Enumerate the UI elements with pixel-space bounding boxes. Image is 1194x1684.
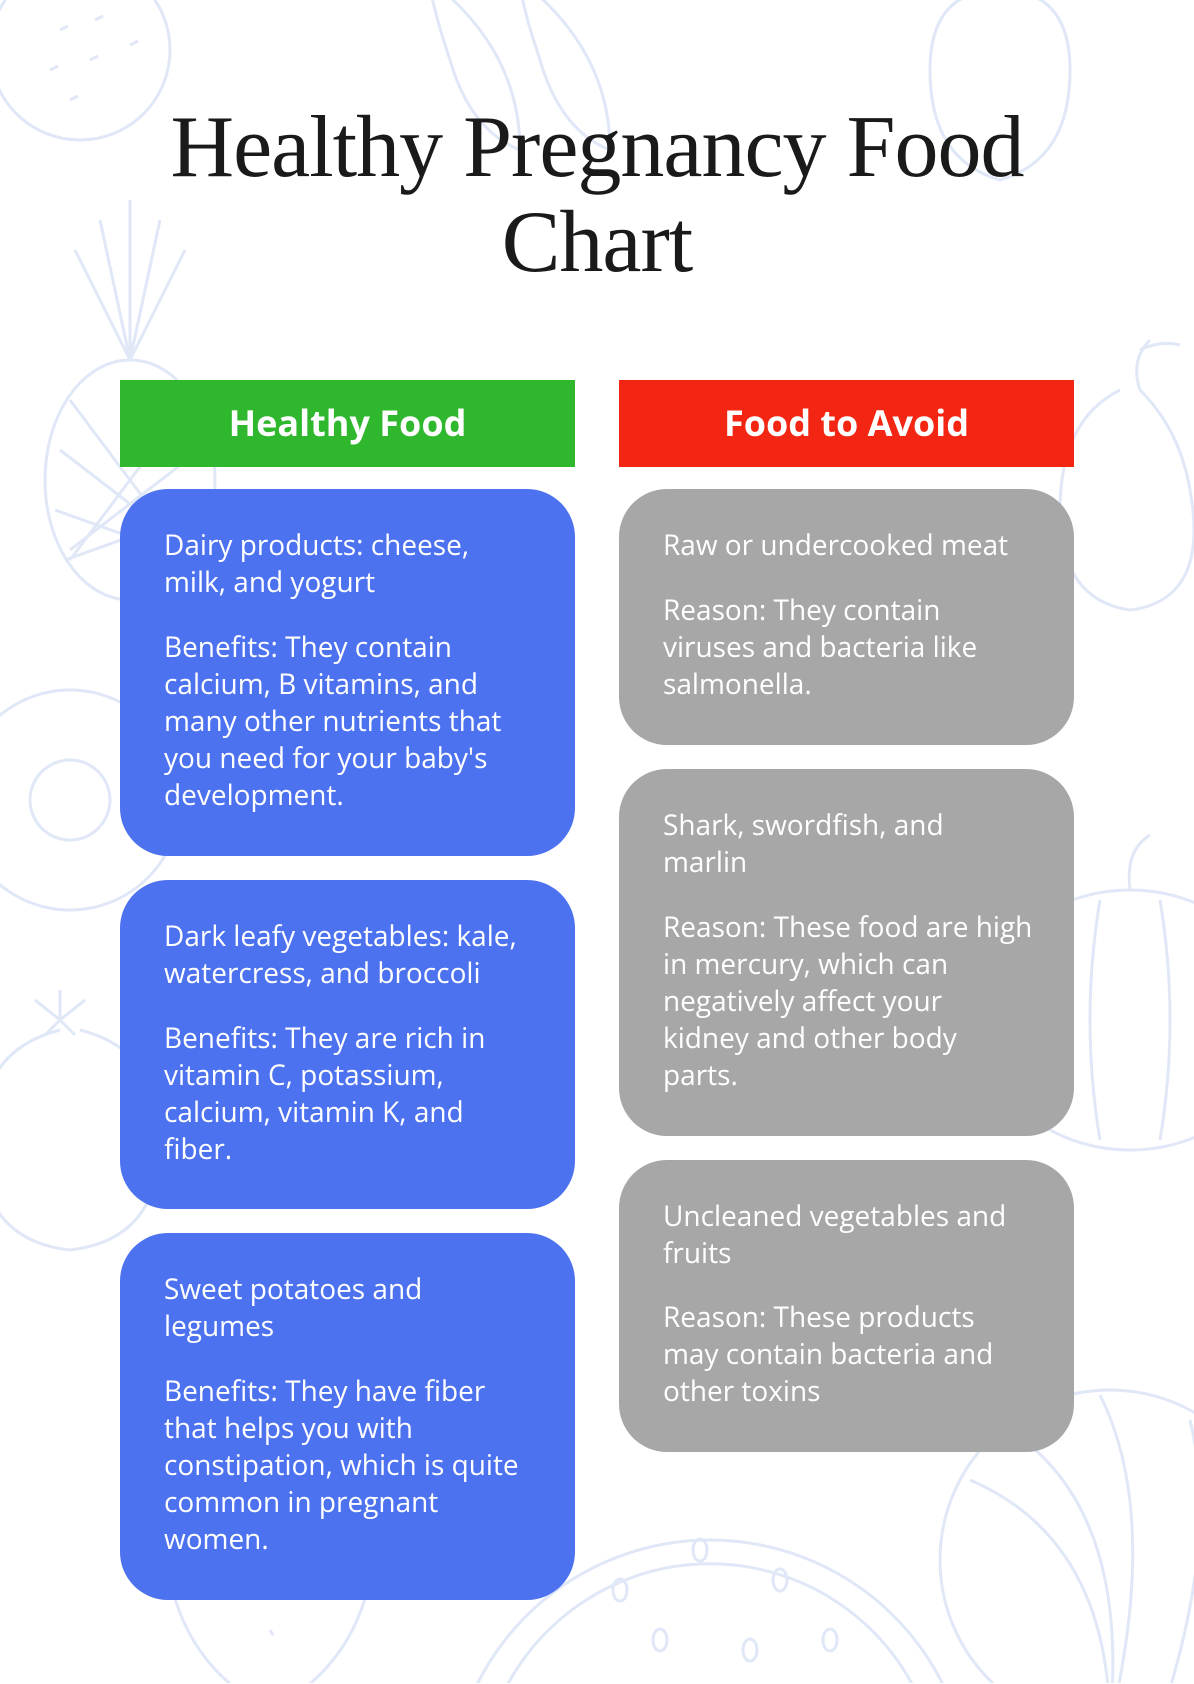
avoid-card: Raw or undercooked meat Reason: They con…	[619, 489, 1074, 745]
card-body: Reason: These products may contain bacte…	[663, 1299, 1034, 1410]
card-body: Benefits: They are rich in vitamin C, po…	[164, 1020, 535, 1168]
avoid-card: Uncleaned vegetables and fruits Reason: …	[619, 1160, 1074, 1453]
card-body: Benefits: They contain calcium, B vitami…	[164, 629, 535, 814]
avoid-card: Shark, swordfish, and marlin Reason: The…	[619, 769, 1074, 1136]
healthy-card: Sweet potatoes and legumes Benefits: The…	[120, 1233, 575, 1600]
avoid-food-column: Food to Avoid Raw or undercooked meat Re…	[619, 380, 1074, 1624]
healthy-card: Dark leafy vegetables: kale, watercress,…	[120, 880, 575, 1210]
card-title: Dairy products: cheese, milk, and yogurt	[164, 527, 535, 601]
healthy-food-column: Healthy Food Dairy products: cheese, mil…	[120, 380, 575, 1624]
columns-container: Healthy Food Dairy products: cheese, mil…	[120, 380, 1074, 1624]
card-title: Sweet potatoes and legumes	[164, 1271, 535, 1345]
card-body: Reason: They contain viruses and bacteri…	[663, 592, 1034, 703]
avoid-food-header: Food to Avoid	[619, 380, 1074, 467]
healthy-food-header: Healthy Food	[120, 380, 575, 467]
card-body: Reason: These food are high in mercury, …	[663, 909, 1034, 1094]
healthy-card: Dairy products: cheese, milk, and yogurt…	[120, 489, 575, 856]
card-title: Shark, swordfish, and marlin	[663, 807, 1034, 881]
page-title: Healthy Pregnancy Food Chart	[120, 100, 1074, 290]
card-title: Raw or undercooked meat	[663, 527, 1034, 564]
card-title: Uncleaned vegetables and fruits	[663, 1198, 1034, 1272]
card-body: Benefits: They have fiber that helps you…	[164, 1373, 535, 1558]
card-title: Dark leafy vegetables: kale, watercress,…	[164, 918, 535, 992]
